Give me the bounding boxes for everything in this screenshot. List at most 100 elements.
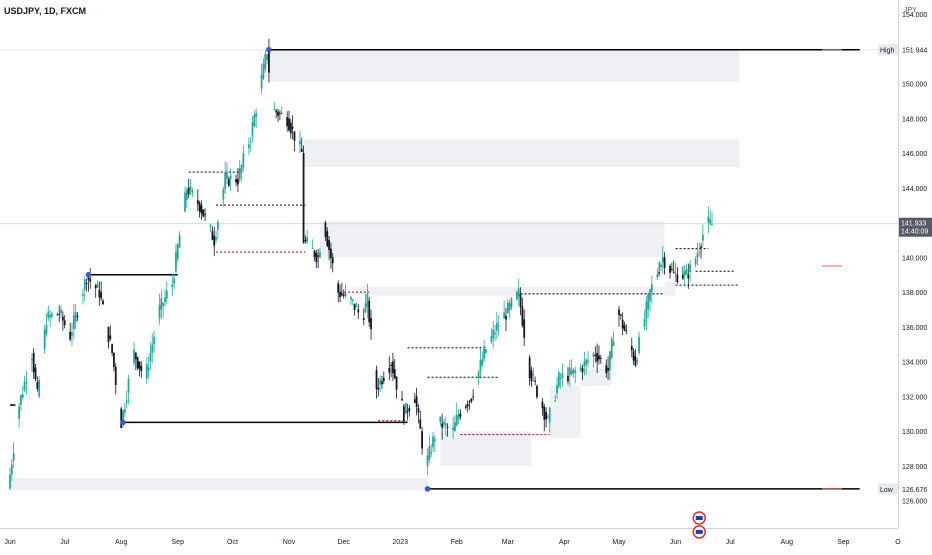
candle-body bbox=[145, 363, 148, 379]
candle-body bbox=[638, 337, 640, 353]
candle-body bbox=[621, 319, 624, 329]
last-price-badge bbox=[899, 217, 932, 237]
time-axis-tick-label: Dec bbox=[337, 539, 350, 546]
candle-body bbox=[375, 370, 378, 390]
price-axis-tick-label: 130.000 bbox=[902, 429, 927, 436]
supply-demand-zone bbox=[580, 368, 610, 386]
time-axis-tick-label: Aug bbox=[115, 539, 128, 546]
candle-body bbox=[107, 326, 110, 343]
candle-body bbox=[561, 373, 564, 379]
candle-body bbox=[497, 325, 500, 327]
candle-body bbox=[158, 304, 161, 319]
candle-body bbox=[670, 268, 673, 270]
candle-body bbox=[162, 302, 165, 306]
candle-body bbox=[581, 368, 584, 373]
candle-body bbox=[355, 305, 358, 307]
candle-body bbox=[443, 421, 445, 425]
candle-body bbox=[605, 365, 608, 373]
candle-body bbox=[299, 140, 301, 145]
candle-body bbox=[317, 255, 320, 257]
candle-body bbox=[138, 361, 141, 370]
candle-body bbox=[204, 213, 207, 215]
candle-body bbox=[707, 216, 710, 223]
candle-body bbox=[94, 285, 97, 289]
candle-body bbox=[685, 268, 688, 275]
supply-demand-zone bbox=[440, 431, 532, 466]
swing-high-label-bg bbox=[878, 44, 898, 56]
candle-body bbox=[277, 111, 279, 116]
price-axis-currency: JPY bbox=[904, 7, 917, 14]
time-axis-tick-label: Jun bbox=[4, 539, 15, 546]
candle-body bbox=[623, 325, 626, 331]
time-axis-tick-label: Apr bbox=[559, 539, 571, 546]
candle-body bbox=[658, 272, 661, 274]
candle-body bbox=[187, 187, 190, 195]
candle-body bbox=[113, 352, 115, 367]
candle-body bbox=[127, 378, 130, 393]
candle-body bbox=[164, 297, 166, 303]
candle-body bbox=[521, 306, 524, 326]
candle-body bbox=[147, 367, 150, 371]
candle-body bbox=[541, 401, 544, 409]
supply-demand-zone bbox=[268, 48, 740, 82]
candle-body bbox=[293, 131, 296, 141]
candle-body bbox=[72, 315, 75, 329]
candle-body bbox=[368, 300, 371, 323]
candle-body bbox=[594, 354, 597, 357]
candle-body bbox=[377, 387, 380, 390]
price-axis-tick-label: 132.000 bbox=[902, 394, 927, 401]
candle-body bbox=[579, 367, 582, 371]
candle-body bbox=[596, 352, 599, 362]
time-axis-tick-label: May bbox=[612, 539, 626, 546]
candle-body bbox=[213, 235, 216, 246]
candle-body bbox=[10, 464, 13, 475]
candle-body bbox=[357, 309, 360, 313]
candle-body bbox=[585, 359, 588, 365]
candle-body bbox=[495, 322, 498, 331]
candle-body bbox=[528, 357, 531, 379]
candle-body bbox=[251, 122, 254, 136]
candle-body bbox=[340, 293, 343, 296]
candle-body bbox=[390, 364, 392, 366]
candle-body bbox=[300, 148, 303, 152]
candle-body bbox=[477, 371, 480, 378]
candle-body bbox=[353, 303, 356, 310]
price-axis-tick-label: 134.000 bbox=[902, 360, 927, 367]
price-axis-tick-label: 138.000 bbox=[902, 290, 927, 297]
candle-body bbox=[676, 274, 679, 283]
swing-high-label: High bbox=[880, 48, 895, 55]
candle-body bbox=[262, 63, 265, 79]
candle-body bbox=[587, 360, 589, 363]
candle-body bbox=[634, 356, 637, 366]
candle-body bbox=[69, 331, 72, 340]
candle-body bbox=[536, 385, 538, 398]
pivot-point-marker bbox=[120, 419, 126, 426]
candle-body bbox=[302, 153, 305, 243]
candle-body bbox=[547, 416, 549, 418]
time-axis-tick-label: 2023 bbox=[392, 539, 408, 546]
candle-body bbox=[45, 324, 48, 334]
candle-body bbox=[328, 239, 330, 250]
candle-body bbox=[711, 224, 713, 226]
candle-body bbox=[470, 398, 473, 402]
candle-body bbox=[36, 381, 39, 389]
candle-body bbox=[344, 292, 347, 296]
candle-body bbox=[96, 283, 99, 288]
candle-body bbox=[674, 272, 677, 275]
candle-body bbox=[196, 200, 199, 204]
price-axis-tick-label: 126.000 bbox=[902, 499, 927, 506]
candle-body bbox=[273, 108, 276, 110]
candle-body bbox=[455, 415, 458, 426]
candle-body bbox=[326, 231, 329, 246]
candle-body bbox=[698, 252, 701, 254]
candle-body bbox=[490, 335, 493, 342]
time-axis-tick-label: Aug bbox=[781, 539, 794, 546]
price-axis-tick-label: 150.000 bbox=[902, 82, 927, 89]
candle-body bbox=[503, 312, 506, 319]
price-axis-tick-label: 148.000 bbox=[902, 116, 927, 123]
candle-body bbox=[689, 264, 692, 273]
candle-body bbox=[439, 416, 442, 423]
candle-body bbox=[319, 252, 321, 258]
